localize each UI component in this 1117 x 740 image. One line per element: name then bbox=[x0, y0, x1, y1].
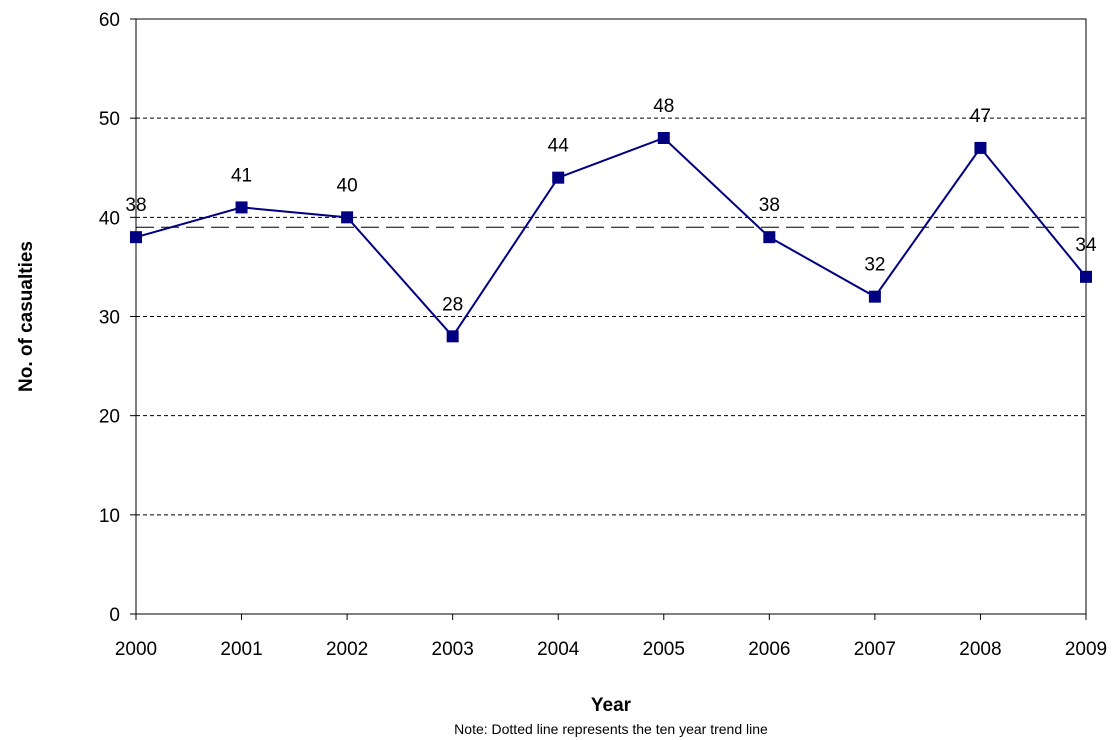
data-label: 47 bbox=[970, 106, 991, 127]
data-label: 38 bbox=[759, 195, 780, 216]
data-point bbox=[235, 201, 248, 214]
x-tick-label: 2002 bbox=[326, 639, 368, 660]
y-tick-label: 0 bbox=[109, 605, 120, 626]
y-tick-label: 60 bbox=[99, 10, 120, 31]
data-point bbox=[341, 211, 354, 224]
footnote: Note: Dotted line represents the ten yea… bbox=[454, 721, 768, 737]
data-label: 44 bbox=[548, 136, 570, 157]
data-point bbox=[974, 141, 987, 154]
x-axis: 2000 2001 2002 2003 2004 2005 2006 2007 2008 2009 bbox=[115, 614, 1107, 660]
data-label: 38 bbox=[125, 195, 146, 216]
data-labels: 38 41 40 28 44 48 38 32 47 34 bbox=[125, 96, 1097, 315]
x-tick-label: 2006 bbox=[748, 639, 790, 660]
data-point bbox=[868, 290, 881, 303]
x-tick-label: 2009 bbox=[1065, 639, 1107, 660]
series-line bbox=[135, 136, 1087, 338]
x-tick-label: 2004 bbox=[537, 639, 580, 660]
gridlines bbox=[136, 117, 1086, 516]
x-tick-label: 2005 bbox=[643, 639, 685, 660]
data-point bbox=[657, 132, 670, 144]
data-point bbox=[130, 231, 142, 244]
data-point bbox=[1080, 270, 1092, 283]
x-tick-label: 2008 bbox=[959, 639, 1001, 660]
data-label: 32 bbox=[864, 255, 885, 276]
data-markers bbox=[130, 132, 1092, 343]
data-label: 48 bbox=[653, 96, 674, 117]
y-tick-label: 40 bbox=[99, 208, 120, 229]
data-point bbox=[763, 231, 776, 244]
data-label: 40 bbox=[337, 175, 358, 196]
data-label: 41 bbox=[231, 165, 252, 186]
data-label: 34 bbox=[1075, 235, 1097, 256]
y-tick-label: 10 bbox=[99, 506, 120, 527]
y-tick-label: 50 bbox=[99, 109, 120, 130]
y-axis-title: No. of casualties bbox=[16, 241, 37, 392]
y-tick-label: 30 bbox=[99, 308, 120, 329]
y-tick-label: 20 bbox=[99, 407, 120, 428]
x-tick-label: 2000 bbox=[115, 639, 157, 660]
x-axis-title: Year bbox=[591, 695, 632, 716]
data-point bbox=[446, 330, 459, 343]
x-tick-label: 2003 bbox=[432, 639, 474, 660]
x-tick-label: 2001 bbox=[220, 639, 262, 660]
y-axis: 0 10 20 30 40 50 60 bbox=[99, 10, 136, 626]
data-point bbox=[552, 171, 565, 184]
x-tick-label: 2007 bbox=[854, 639, 896, 660]
data-label: 28 bbox=[442, 294, 463, 315]
